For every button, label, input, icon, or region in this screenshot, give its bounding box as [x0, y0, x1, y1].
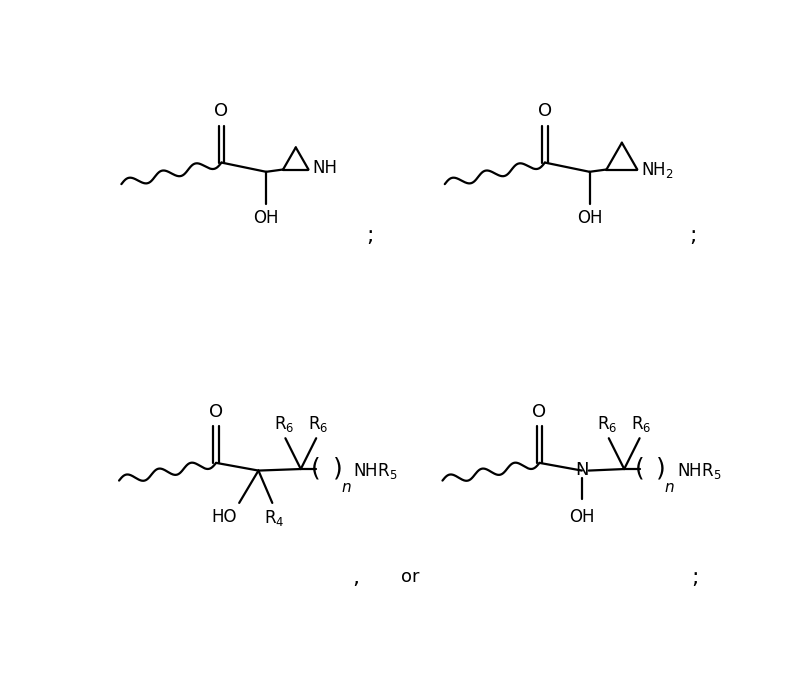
Text: OH: OH — [577, 209, 602, 227]
Text: O: O — [209, 402, 223, 421]
Text: NHR$_5$: NHR$_5$ — [353, 460, 397, 481]
Text: (: ( — [312, 456, 321, 480]
Text: R$_6$: R$_6$ — [308, 414, 328, 434]
Text: R$_6$: R$_6$ — [597, 414, 618, 434]
Text: ): ) — [333, 456, 343, 480]
Text: R$_6$: R$_6$ — [631, 414, 651, 434]
Text: OH: OH — [569, 507, 594, 526]
Text: O: O — [537, 102, 552, 121]
Text: NHR$_5$: NHR$_5$ — [677, 460, 721, 481]
Text: or: or — [400, 568, 420, 586]
Text: ;: ; — [691, 569, 698, 588]
Text: ,: , — [352, 569, 360, 588]
Text: O: O — [533, 402, 546, 421]
Text: ): ) — [656, 456, 666, 480]
Text: $n$: $n$ — [664, 480, 675, 495]
Text: R$_6$: R$_6$ — [274, 414, 294, 434]
Text: NH$_2$: NH$_2$ — [641, 159, 674, 180]
Text: HO: HO — [211, 507, 237, 526]
Text: R$_4$: R$_4$ — [264, 507, 284, 528]
Text: ;: ; — [690, 225, 697, 246]
Text: OH: OH — [253, 209, 279, 227]
Text: N: N — [575, 461, 589, 479]
Text: $n$: $n$ — [341, 480, 352, 495]
Text: O: O — [215, 102, 228, 121]
Text: NH: NH — [312, 159, 337, 177]
Text: (: ( — [634, 456, 645, 480]
Text: ;: ; — [366, 225, 374, 246]
